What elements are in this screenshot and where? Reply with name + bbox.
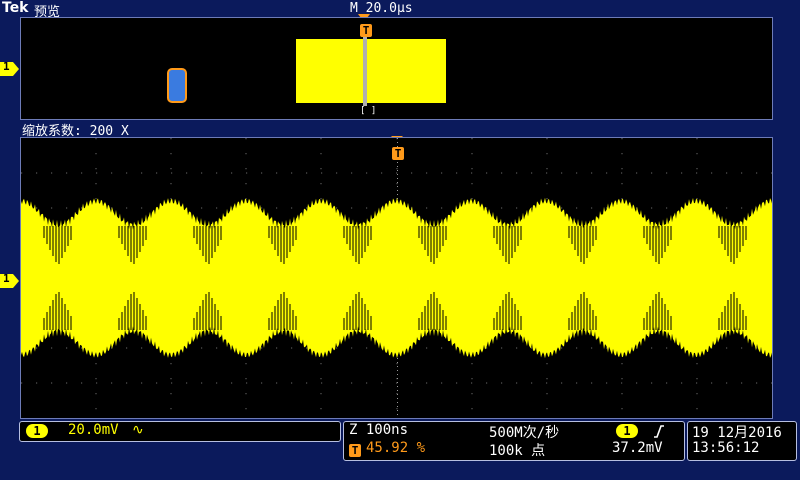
rising-edge-icon (654, 425, 664, 438)
zoom-graticule (21, 138, 773, 415)
main-ch1-marker[interactable]: 1 (0, 272, 20, 292)
main-timebase[interactable]: M 20.0µs (350, 1, 413, 16)
zoom-position-line[interactable] (363, 36, 367, 106)
zoom-window-box[interactable] (167, 68, 187, 103)
overview-waveform-block (296, 39, 446, 103)
time-display: 13:56:12 (692, 440, 760, 456)
channel-badge: 1 (26, 424, 48, 438)
date-display: 19 12月2016 (692, 425, 782, 441)
zoom-bracket: [ ] (360, 106, 377, 116)
record-length: 100k 点 (489, 443, 546, 459)
overview-ch1-marker[interactable]: 1 (0, 60, 20, 80)
ch1-waveform (21, 197, 772, 359)
main-trigger-badge[interactable]: T (392, 147, 404, 160)
overview-ch1-label: 1 (3, 60, 10, 73)
main-ch1-label: 1 (3, 272, 10, 285)
channel-scale: 20.0mV (68, 422, 119, 438)
brand-logo: Tek (2, 0, 29, 16)
overview-waveform-window: T [ ] (20, 17, 773, 120)
mode-label: 预览 (34, 5, 61, 20)
trigger-position-badge: T (349, 444, 361, 457)
zoom-timebase: Z 100ns (349, 422, 409, 438)
trigger-position: 45.92 % (366, 440, 426, 456)
trigger-level: 37.2mV (612, 440, 663, 456)
overview-trigger-badge[interactable]: T (360, 24, 372, 37)
waveform-notches (43, 226, 747, 330)
overview-graticule (167, 36, 446, 106)
sample-rate: 500M次/秒 (489, 425, 560, 441)
channel-status-panel[interactable]: 1 20.0mV ∿ (19, 421, 341, 442)
acquisition-status-panel[interactable]: Z 100ns 500M次/秒 1 T 45.92 % 100k 点 37.2m… (343, 421, 685, 461)
zoom-factor-label: 缩放系数: 200 X (22, 124, 129, 139)
trigger-channel-badge: 1 (616, 424, 638, 438)
zoom-waveform-window: T (20, 137, 773, 419)
datetime-panel: 19 12月2016 13:56:12 (687, 421, 797, 461)
coupling-icon: ∿ (132, 422, 144, 438)
